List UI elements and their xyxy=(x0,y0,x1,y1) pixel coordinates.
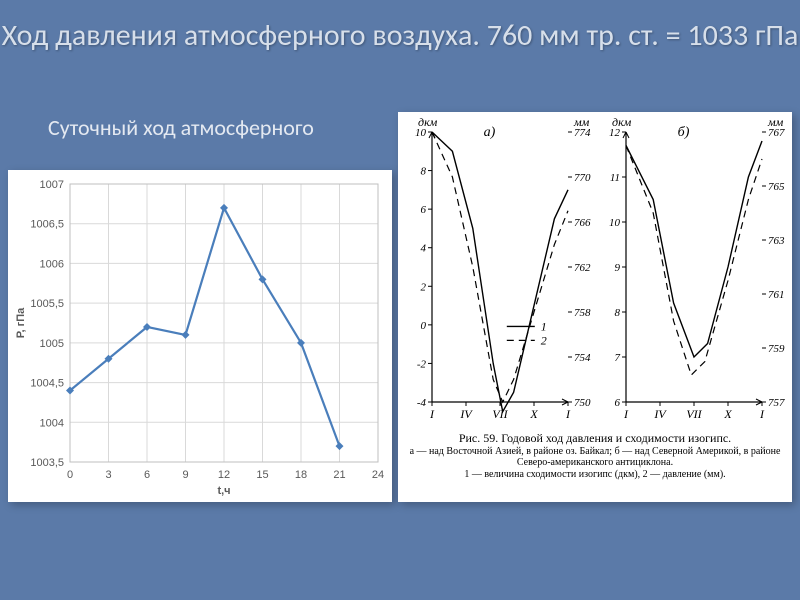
svg-text:758: 758 xyxy=(574,307,591,319)
svg-text:а): а) xyxy=(484,125,496,140)
svg-text:757: 757 xyxy=(768,397,785,409)
svg-text:3: 3 xyxy=(105,469,111,481)
svg-text:7: 7 xyxy=(615,352,621,364)
svg-text:759: 759 xyxy=(768,343,785,355)
svg-text:-4: -4 xyxy=(417,397,427,409)
svg-text:8: 8 xyxy=(615,307,621,319)
svg-text:10: 10 xyxy=(609,217,621,229)
svg-text:770: 770 xyxy=(574,172,591,184)
svg-text:2: 2 xyxy=(421,281,427,293)
svg-text:2: 2 xyxy=(541,333,547,347)
svg-text:9: 9 xyxy=(182,469,188,481)
svg-text:1006,5: 1006,5 xyxy=(30,219,64,231)
svg-text:766: 766 xyxy=(574,217,591,229)
svg-text:15: 15 xyxy=(256,469,268,481)
svg-text:12: 12 xyxy=(218,469,230,481)
svg-text:1007: 1007 xyxy=(40,179,64,191)
svg-text:Р, гПа: Р, гПа xyxy=(15,307,27,338)
svg-text:750: 750 xyxy=(574,397,591,409)
caption-detail-a: а — над Восточной Азией, в районе оз. Ба… xyxy=(408,446,782,469)
caption-legend: 1 — величина сходимости изогипс (дкм), 2… xyxy=(408,469,782,481)
svg-text:мм: мм xyxy=(573,115,590,129)
svg-text:IV: IV xyxy=(459,407,473,421)
svg-text:X: X xyxy=(723,407,732,421)
svg-text:0: 0 xyxy=(67,469,73,481)
caption-main: Рис. 59. Годовой ход давления и сходимос… xyxy=(408,432,782,446)
svg-text:I: I xyxy=(565,407,571,421)
daily-pressure-chart: 1003,5 1004 1004,5 1005 1005,5 1006 1006,5 1007… xyxy=(8,170,392,502)
svg-text:762: 762 xyxy=(574,262,591,274)
svg-text:-2: -2 xyxy=(417,358,427,370)
svg-text:X: X xyxy=(529,407,538,421)
slide-subtitle: Суточный ход атмосферного xyxy=(48,115,314,141)
svg-text:763: 763 xyxy=(768,235,785,247)
figure-caption: Рис. 59. Годовой ход давления и сходимос… xyxy=(398,430,792,480)
svg-text:б): б) xyxy=(678,125,690,140)
svg-text:18: 18 xyxy=(295,469,307,481)
svg-text:1: 1 xyxy=(541,319,547,333)
svg-text:6: 6 xyxy=(615,397,621,409)
slide-title: Ход давления атмосферного воздуха. 760 м… xyxy=(0,18,800,54)
svg-text:I: I xyxy=(429,407,435,421)
svg-text:8: 8 xyxy=(421,166,427,178)
svg-text:VII: VII xyxy=(686,407,702,421)
svg-text:754: 754 xyxy=(574,352,591,364)
svg-text:1006: 1006 xyxy=(40,258,64,270)
svg-text:t,ч: t,ч xyxy=(217,485,230,497)
svg-text:1004,5: 1004,5 xyxy=(30,378,64,390)
svg-text:1003,5: 1003,5 xyxy=(30,457,64,469)
svg-text:IV: IV xyxy=(653,407,667,421)
svg-text:дкм: дкм xyxy=(612,115,632,129)
svg-text:I: I xyxy=(623,407,629,421)
svg-text:761: 761 xyxy=(768,289,785,301)
svg-text:6: 6 xyxy=(144,469,150,481)
svg-text:I: I xyxy=(759,407,765,421)
svg-text:4: 4 xyxy=(421,243,427,255)
svg-text:1005,5: 1005,5 xyxy=(30,298,64,310)
svg-text:21: 21 xyxy=(333,469,345,481)
svg-text:24: 24 xyxy=(372,469,384,481)
svg-text:6: 6 xyxy=(421,204,427,216)
svg-text:1005: 1005 xyxy=(40,338,64,350)
svg-text:1004: 1004 xyxy=(40,417,64,429)
svg-text:мм: мм xyxy=(767,115,784,129)
svg-text:11: 11 xyxy=(610,172,620,184)
svg-text:дкм: дкм xyxy=(418,115,438,129)
annual-pressure-figure: -4-20246810750754758762766770774IIVVIIXI… xyxy=(398,112,792,502)
svg-text:VII: VII xyxy=(492,407,508,421)
svg-text:765: 765 xyxy=(768,181,785,193)
svg-text:0: 0 xyxy=(421,320,427,332)
svg-text:9: 9 xyxy=(615,262,621,274)
